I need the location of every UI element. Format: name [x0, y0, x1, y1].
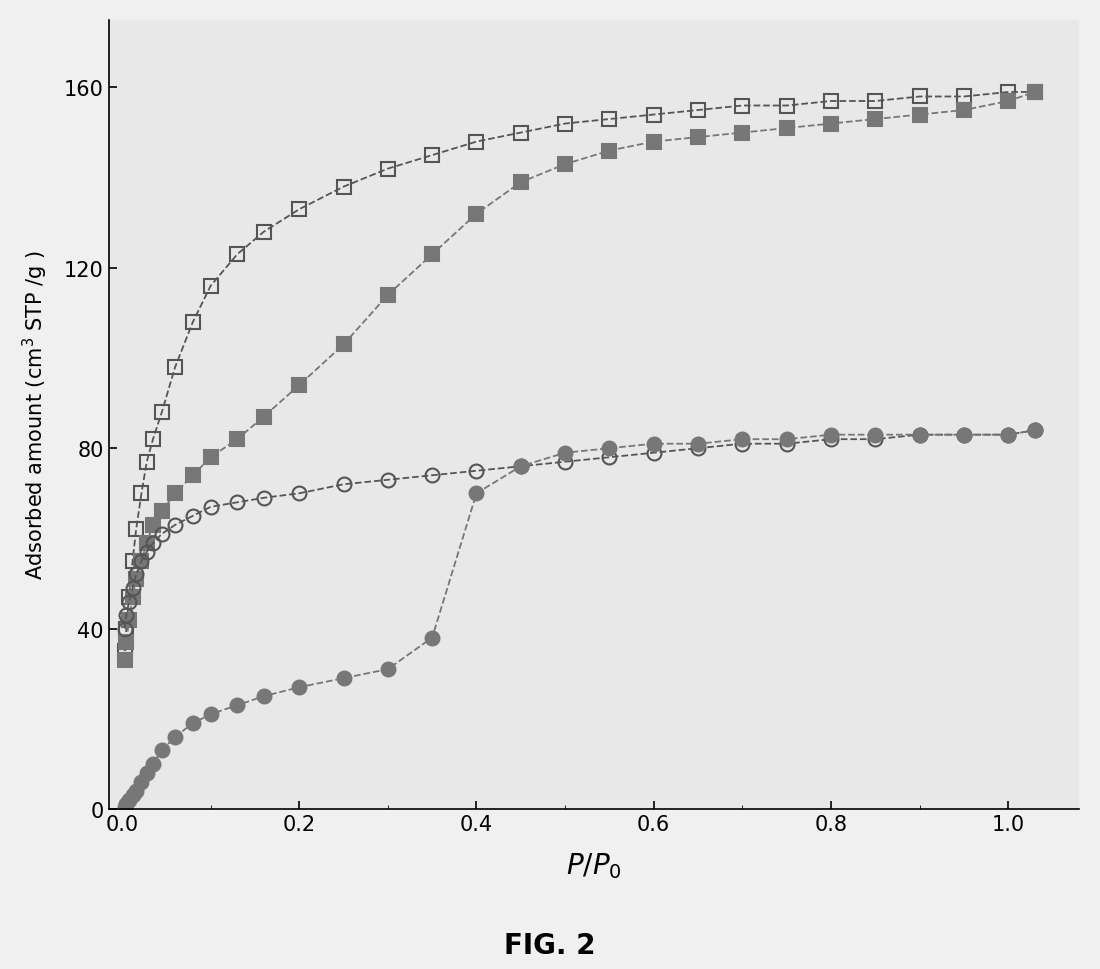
Text: FIG. 2: FIG. 2 — [504, 931, 596, 958]
Y-axis label: Adsorbed amount (cm$^3$ STP /g ): Adsorbed amount (cm$^3$ STP /g ) — [21, 250, 50, 579]
X-axis label: $\mathit{P/P_0}$: $\mathit{P/P_0}$ — [566, 851, 621, 881]
